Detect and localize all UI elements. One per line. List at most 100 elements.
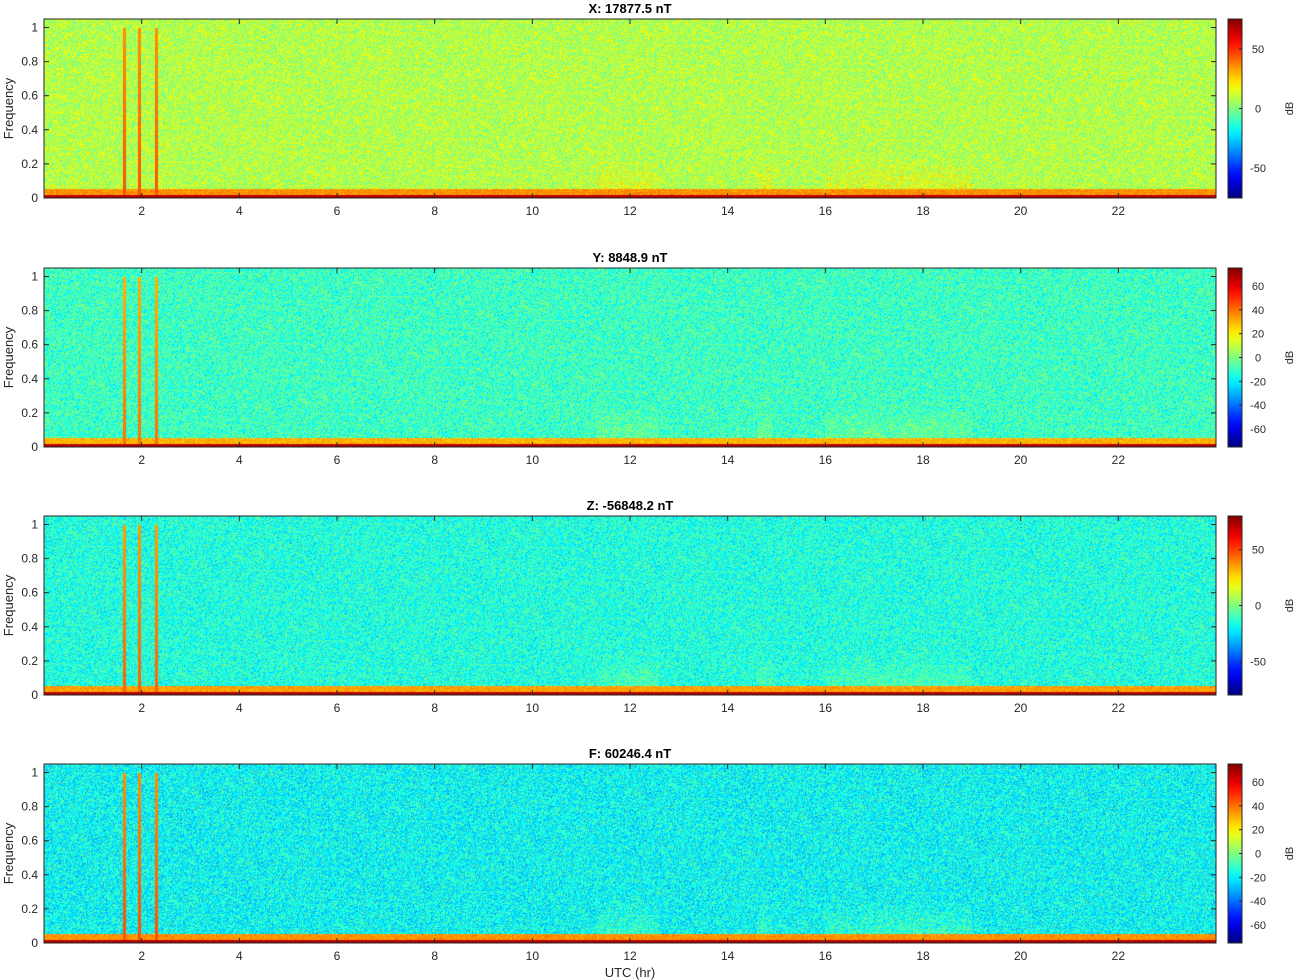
x-tick-label: 6 bbox=[334, 949, 341, 963]
x-tick-label: 2 bbox=[138, 204, 145, 218]
y-tick-label: 0 bbox=[31, 688, 38, 702]
x-tick-label: 8 bbox=[431, 204, 438, 218]
x-tick-label: 20 bbox=[1014, 453, 1028, 467]
spectrogram-panel: F: 60246.4 nT2 4 6 8 10 12 14 16 18 20 2200.20.40.… bbox=[1, 746, 1296, 980]
colorbar-tick-label: 20 bbox=[1252, 825, 1264, 837]
colorbar-label: dB bbox=[1284, 599, 1296, 612]
x-tick-label: 12 bbox=[623, 204, 637, 218]
colorbar-tick-label: 0 bbox=[1255, 104, 1261, 116]
x-tick-label: 14 bbox=[721, 453, 735, 467]
y-tick-label: 0.8 bbox=[21, 304, 38, 318]
y-tick-label: 0.2 bbox=[21, 157, 38, 171]
y-tick-label: 0.6 bbox=[21, 338, 38, 352]
x-tick-label: 6 bbox=[334, 204, 341, 218]
y-axis-label: Frequency bbox=[1, 77, 16, 139]
y-axis-label: Frequency bbox=[1, 326, 16, 388]
x-tick-label: 4 bbox=[236, 949, 243, 963]
x-tick-label: 18 bbox=[916, 453, 930, 467]
x-tick-label: 12 bbox=[623, 701, 637, 715]
colorbar-tick-label: -20 bbox=[1250, 376, 1266, 388]
x-tick-label: 2 bbox=[138, 453, 145, 467]
colorbar-tick-label: 60 bbox=[1252, 281, 1264, 293]
colorbar-tick-label: 50 bbox=[1252, 545, 1264, 557]
y-axis-label: Frequency bbox=[1, 574, 16, 636]
y-tick-label: 0.2 bbox=[21, 406, 38, 420]
x-tick-label: 14 bbox=[721, 204, 735, 218]
x-tick-label: 6 bbox=[334, 453, 341, 467]
colorbar-tick-label: 50 bbox=[1252, 44, 1264, 56]
x-tick-label: 2 bbox=[138, 949, 145, 963]
spectrogram-panel: Y: 8848.9 nT2 4 6 8 10 12 14 16 18 20 2200.20.40.6… bbox=[1, 250, 1296, 467]
colorbar-tick-label: -60 bbox=[1250, 424, 1266, 436]
x-tick-label: 20 bbox=[1014, 204, 1028, 218]
y-tick-label: 0.4 bbox=[21, 372, 38, 386]
panel-title: F: 60246.4 nT bbox=[589, 746, 671, 761]
x-tick-label: 20 bbox=[1014, 701, 1028, 715]
x-tick-label: 8 bbox=[431, 701, 438, 715]
colorbar bbox=[1228, 516, 1242, 695]
colorbar-tick-label: -40 bbox=[1250, 896, 1266, 908]
y-axis-label: Frequency bbox=[1, 822, 16, 884]
x-tick-label: 18 bbox=[916, 701, 930, 715]
y-tick-label: 0 bbox=[31, 440, 38, 454]
y-tick-label: 0.6 bbox=[21, 89, 38, 103]
x-tick-label: 10 bbox=[526, 204, 540, 218]
colorbar-tick-label: 40 bbox=[1252, 801, 1264, 813]
spectrogram-panel: Z: -56848.2 nT2 4 6 8 10 12 14 16 18 20 2200.20.40… bbox=[1, 498, 1296, 715]
spectrogram-image bbox=[44, 516, 1216, 695]
panel-title: Z: -56848.2 nT bbox=[587, 498, 674, 513]
x-tick-label: 16 bbox=[819, 204, 833, 218]
colorbar bbox=[1228, 764, 1242, 943]
y-tick-label: 0.4 bbox=[21, 868, 38, 882]
colorbar-tick-label: 0 bbox=[1255, 849, 1261, 861]
y-tick-label: 0.4 bbox=[21, 620, 38, 634]
y-tick-label: 1 bbox=[31, 766, 38, 780]
x-tick-label: 10 bbox=[526, 453, 540, 467]
x-tick-label: 18 bbox=[916, 949, 930, 963]
x-tick-label: 10 bbox=[526, 949, 540, 963]
y-tick-label: 0 bbox=[31, 936, 38, 950]
colorbar-tick-label: 20 bbox=[1252, 329, 1264, 341]
x-tick-label: 10 bbox=[526, 701, 540, 715]
colorbar-label: dB bbox=[1284, 351, 1296, 364]
x-tick-label: 16 bbox=[819, 453, 833, 467]
y-tick-label: 0.2 bbox=[21, 654, 38, 668]
x-tick-label: 8 bbox=[431, 949, 438, 963]
y-tick-label: 0.6 bbox=[21, 834, 38, 848]
y-tick-label: 0.4 bbox=[21, 123, 38, 137]
x-tick-label: 22 bbox=[1112, 701, 1126, 715]
panel-title: Y: 8848.9 nT bbox=[593, 250, 668, 265]
x-tick-label: 16 bbox=[819, 701, 833, 715]
colorbar-label: dB bbox=[1284, 102, 1296, 115]
colorbar-tick-label: -60 bbox=[1250, 920, 1266, 932]
y-tick-label: 0.6 bbox=[21, 586, 38, 600]
x-tick-label: 18 bbox=[916, 204, 930, 218]
x-tick-label: 20 bbox=[1014, 949, 1028, 963]
colorbar bbox=[1228, 19, 1242, 198]
x-axis-label: UTC (hr) bbox=[605, 965, 656, 980]
x-tick-label: 4 bbox=[236, 204, 243, 218]
y-tick-label: 1 bbox=[31, 270, 38, 284]
x-tick-label: 4 bbox=[236, 453, 243, 467]
x-tick-label: 2 bbox=[138, 701, 145, 715]
x-tick-label: 8 bbox=[431, 453, 438, 467]
colorbar-tick-label: -40 bbox=[1250, 400, 1266, 412]
x-tick-label: 14 bbox=[721, 949, 735, 963]
x-tick-label: 22 bbox=[1112, 453, 1126, 467]
x-tick-label: 14 bbox=[721, 701, 735, 715]
x-tick-label: 12 bbox=[623, 453, 637, 467]
colorbar-tick-label: -50 bbox=[1250, 656, 1266, 668]
x-tick-label: 22 bbox=[1112, 949, 1126, 963]
colorbar-tick-label: 40 bbox=[1252, 305, 1264, 317]
spectrogram-panel: X: 17877.5 nT2 4 6 8 10 12 14 16 18 20 2200.20.40.… bbox=[1, 1, 1296, 218]
x-tick-label: 22 bbox=[1112, 204, 1126, 218]
y-tick-label: 0 bbox=[31, 191, 38, 205]
colorbar-tick-label: 60 bbox=[1252, 777, 1264, 789]
colorbar-tick-label: 0 bbox=[1255, 353, 1261, 365]
x-tick-label: 4 bbox=[236, 701, 243, 715]
y-tick-label: 1 bbox=[31, 21, 38, 35]
spectrogram-image bbox=[44, 764, 1216, 943]
y-tick-label: 0.2 bbox=[21, 902, 38, 916]
y-tick-label: 0.8 bbox=[21, 552, 38, 566]
